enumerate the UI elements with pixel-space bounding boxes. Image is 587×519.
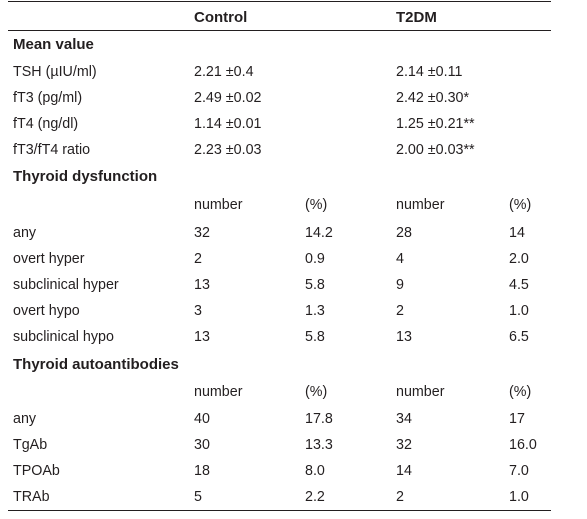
t2dm-number: 28 xyxy=(396,225,412,241)
table-header-rule xyxy=(8,30,551,31)
table-top-rule xyxy=(8,1,551,3)
row-label: overt hypo xyxy=(13,303,80,319)
row-label: subclinical hypo xyxy=(13,329,114,345)
row-label: fT3/fT4 ratio xyxy=(13,142,91,158)
t2dm-percent: 1.0 xyxy=(509,303,529,319)
t2dm-percent: 1.0 xyxy=(509,489,529,505)
row-label: TRAb xyxy=(13,489,50,505)
t2dm-value: 2.00 ±0.03** xyxy=(396,142,475,158)
control-value: 2.21 ±0.4 xyxy=(194,64,254,80)
control-number: 32 xyxy=(194,225,210,241)
t2dm-value: 2.42 ±0.30* xyxy=(396,90,470,106)
subheader-control-percent: (%) xyxy=(305,384,328,400)
control-number: 5 xyxy=(194,489,202,505)
row-label: overt hyper xyxy=(13,251,85,267)
t2dm-percent: 14 xyxy=(509,225,525,241)
control-number: 3 xyxy=(194,303,202,319)
t2dm-number: 4 xyxy=(396,251,404,267)
control-number: 18 xyxy=(194,463,210,479)
control-percent: 0.9 xyxy=(305,251,325,267)
section-title-mean-value: Mean value xyxy=(13,36,94,53)
control-number: 13 xyxy=(194,329,210,345)
subheader-control-number: number xyxy=(194,197,243,213)
row-label: fT3 (pg/ml) xyxy=(13,90,83,106)
row-label: fT4 (ng/dl) xyxy=(13,116,79,132)
section-title-thyroid-dysfunction: Thyroid dysfunction xyxy=(13,168,158,185)
control-percent: 1.3 xyxy=(305,303,325,319)
control-percent: 5.8 xyxy=(305,329,325,345)
row-label: TgAb xyxy=(13,437,48,453)
t2dm-value: 1.25 ±0.21** xyxy=(396,116,475,132)
subheader-t2dm-percent: (%) xyxy=(509,384,532,400)
control-value: 2.49 ±0.02 xyxy=(194,90,262,106)
control-value: 2.23 ±0.03 xyxy=(194,142,262,158)
t2dm-number: 2 xyxy=(396,303,404,319)
t2dm-percent: 16.0 xyxy=(509,437,537,453)
subheader-control-percent: (%) xyxy=(305,197,328,213)
control-number: 40 xyxy=(194,411,210,427)
row-label: TPOAb xyxy=(13,463,60,479)
control-value: 1.14 ±0.01 xyxy=(194,116,262,132)
t2dm-value: 2.14 ±0.11 xyxy=(396,64,463,80)
t2dm-percent: 4.5 xyxy=(509,277,529,293)
table-bottom-rule xyxy=(8,510,551,512)
subheader-t2dm-percent: (%) xyxy=(509,197,532,213)
column-header-control: Control xyxy=(194,9,248,26)
t2dm-number: 9 xyxy=(396,277,404,293)
subheader-t2dm-number: number xyxy=(396,384,445,400)
row-label: any xyxy=(13,411,37,427)
t2dm-percent: 6.5 xyxy=(509,329,529,345)
subheader-t2dm-number: number xyxy=(396,197,445,213)
t2dm-number: 14 xyxy=(396,463,412,479)
control-percent: 14.2 xyxy=(305,225,333,241)
control-percent: 17.8 xyxy=(305,411,333,427)
t2dm-percent: 17 xyxy=(509,411,525,427)
row-label: TSH (µIU/ml) xyxy=(13,64,97,80)
row-label: any xyxy=(13,225,37,241)
t2dm-percent: 2.0 xyxy=(509,251,529,267)
control-number: 30 xyxy=(194,437,210,453)
section-title-thyroid-autoantibodies: Thyroid autoantibodies xyxy=(13,356,179,373)
control-percent: 8.0 xyxy=(305,463,325,479)
control-number: 13 xyxy=(194,277,210,293)
control-percent: 5.8 xyxy=(305,277,325,293)
t2dm-number: 2 xyxy=(396,489,404,505)
column-header-t2dm: T2DM xyxy=(396,9,437,26)
t2dm-percent: 7.0 xyxy=(509,463,529,479)
control-percent: 13.3 xyxy=(305,437,333,453)
t2dm-number: 32 xyxy=(396,437,412,453)
control-percent: 2.2 xyxy=(305,489,325,505)
t2dm-number: 13 xyxy=(396,329,412,345)
subheader-control-number: number xyxy=(194,384,243,400)
row-label: subclinical hyper xyxy=(13,277,119,293)
control-number: 2 xyxy=(194,251,202,267)
t2dm-number: 34 xyxy=(396,411,412,427)
